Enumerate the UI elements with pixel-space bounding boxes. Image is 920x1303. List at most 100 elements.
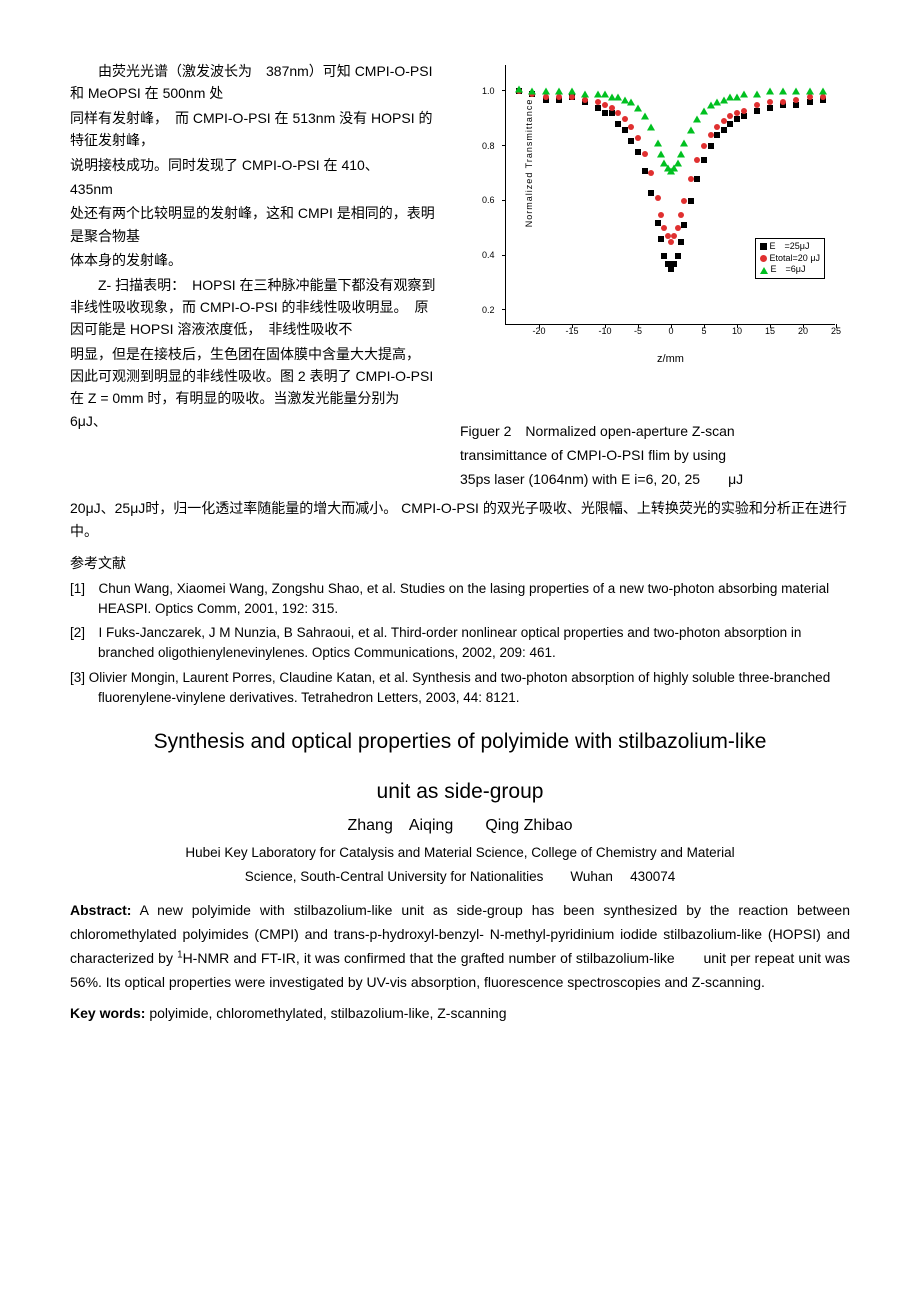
data-point: [658, 212, 664, 218]
data-point: [819, 88, 827, 95]
data-point: [668, 266, 674, 272]
data-point: [642, 151, 648, 157]
data-point: [647, 123, 655, 130]
para: 明显，但是在接枝后，生色团在固体膜中含量大大提高， 因此可观测到明显的非线性吸收…: [70, 343, 440, 433]
affiliation-line2: Science, South-Central University for Na…: [70, 867, 850, 887]
figure-caption: Figuer 2 Normalized open-aperture Z-scan…: [460, 420, 850, 491]
data-point: [681, 222, 687, 228]
data-point: [687, 126, 695, 133]
caption-line: Figuer 2 Normalized open-aperture Z-scan: [460, 420, 850, 444]
data-point: [708, 143, 714, 149]
legend-label: E =25μJ: [770, 241, 810, 253]
data-point: [515, 85, 523, 92]
y-tick: 0.2: [482, 303, 495, 317]
para: 20μJ、25μJ时，归一化透过率随能量的增大而减小。 CMPI-O-PSI 的…: [70, 497, 850, 542]
data-point: [628, 124, 634, 130]
data-point: [677, 151, 685, 158]
data-point: [754, 102, 760, 108]
keywords-text: polyimide, chloromethylated, stilbazoliu…: [145, 1005, 506, 1021]
legend-marker-icon: [760, 267, 768, 274]
english-title-line2: unit as side-group: [70, 776, 850, 808]
data-point: [780, 99, 786, 105]
data-point: [635, 149, 641, 155]
para: 435nm: [70, 178, 440, 200]
data-point: [609, 110, 615, 116]
data-point: [721, 127, 727, 133]
y-tick: 0.8: [482, 139, 495, 153]
data-point: [678, 212, 684, 218]
data-point: [658, 236, 664, 242]
data-point: [602, 110, 608, 116]
data-point: [708, 132, 714, 138]
chart-legend: E =25μJEtotal=20 μJE =6μJ: [755, 238, 825, 279]
data-point: [806, 88, 814, 95]
data-point: [595, 99, 601, 105]
data-point: [634, 104, 642, 111]
data-point: [661, 225, 667, 231]
data-point: [657, 151, 665, 158]
data-point: [721, 118, 727, 124]
abstract-label: Abstract:: [70, 902, 131, 918]
data-point: [727, 121, 733, 127]
data-point: [688, 198, 694, 204]
data-point: [675, 253, 681, 259]
keywords: Key words: polyimide, chloromethylated, …: [70, 1002, 850, 1024]
two-column-section: 由荧光光谱（激发波长为 387nm）可知 CMPI-O-PSI 和 MeOPSI…: [70, 60, 850, 491]
para: Z- 扫描表明： HOPSI 在三种脉冲能量下都没有观察到非线性吸收现象，而 C…: [70, 274, 440, 341]
data-point: [671, 233, 677, 239]
data-point: [734, 116, 740, 122]
para: 体本身的发射峰。: [70, 249, 440, 271]
para: 同样有发射峰， 而 CMPI-O-PSI 在 513nm 没有 HOPSI 的特…: [70, 107, 440, 152]
reference-item: [2] I Fuks-Janczarek, J M Nunzia, B Sahr…: [70, 623, 850, 664]
data-point: [615, 121, 621, 127]
chart-axes: z/mm E =25μJEtotal=20 μJE =6μJ -20-15-10…: [505, 65, 835, 325]
keywords-label: Key words:: [70, 1005, 145, 1021]
data-point: [642, 168, 648, 174]
data-point: [648, 190, 654, 196]
data-point: [678, 239, 684, 245]
data-point: [734, 110, 740, 116]
data-point: [655, 220, 661, 226]
data-point: [807, 99, 813, 105]
data-point: [635, 135, 641, 141]
caption-line: transimittance of CMPI-O-PSI flim by usi…: [460, 444, 850, 468]
legend-label: E =6μJ: [771, 264, 806, 276]
affiliation-line1: Hubei Key Laboratory for Catalysis and M…: [70, 843, 850, 863]
data-point: [693, 115, 701, 122]
reference-item: [1] Chun Wang, Xiaomei Wang, Zongshu Sha…: [70, 579, 850, 620]
caption-line: 35ps laser (1064nm) with E i=6, 20, 25 μ…: [460, 468, 850, 492]
data-point: [674, 159, 682, 166]
y-tick: 1.0: [482, 84, 495, 98]
data-point: [741, 108, 747, 114]
legend-row: E =25μJ: [760, 241, 820, 253]
data-point: [581, 91, 589, 98]
abstract-text: H-NMR and FT-IR, it was confirmed that t…: [70, 950, 850, 990]
y-tick: 0.4: [482, 248, 495, 262]
data-point: [654, 140, 662, 147]
data-point: [681, 198, 687, 204]
data-point: [641, 113, 649, 120]
abstract: Abstract: A new polyimide with stilbazol…: [70, 899, 850, 994]
x-axis-label: z/mm: [657, 351, 684, 369]
data-point: [602, 102, 608, 108]
data-point: [542, 88, 550, 95]
data-point: [655, 195, 661, 201]
data-point: [668, 239, 674, 245]
data-point: [793, 97, 799, 103]
data-point: [661, 253, 667, 259]
data-point: [688, 176, 694, 182]
data-point: [555, 88, 563, 95]
data-point: [609, 105, 615, 111]
english-title-line1: Synthesis and optical properties of poly…: [70, 726, 850, 758]
legend-marker-icon: [760, 243, 767, 250]
data-point: [694, 157, 700, 163]
data-point: [701, 157, 707, 163]
data-point: [595, 105, 601, 111]
data-point: [671, 261, 677, 267]
data-point: [793, 102, 799, 108]
figure-column: Normalized Transmittance z/mm E =25μJEto…: [460, 60, 850, 491]
data-point: [740, 91, 748, 98]
data-point: [714, 132, 720, 138]
left-text-column: 由荧光光谱（激发波长为 387nm）可知 CMPI-O-PSI 和 MeOPSI…: [70, 60, 440, 491]
data-point: [779, 88, 787, 95]
